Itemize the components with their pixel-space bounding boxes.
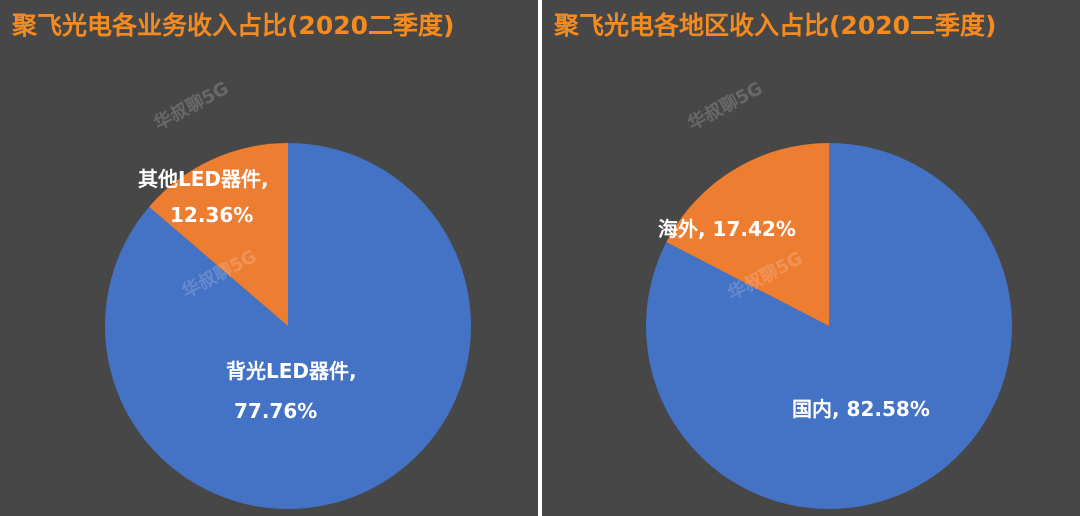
slice-value-other-led: 12.36% bbox=[170, 203, 253, 227]
slice-value-backlight-led: 77.76% bbox=[234, 399, 317, 423]
slice-label-backlight-led: 背光LED器件, bbox=[226, 359, 357, 383]
slice-other-led bbox=[149, 143, 288, 326]
region-pie-chart: 海外, 17.42% 国内, 82.58% bbox=[646, 143, 1012, 509]
slice-overseas bbox=[666, 143, 829, 326]
region-revenue-panel: 聚飞光电各地区收入占比(2020二季度) 华叔聊5G 海外, 17.42% 国内… bbox=[542, 0, 1080, 516]
chart-title: 聚飞光电各地区收入占比(2020二季度) bbox=[554, 11, 997, 40]
chart-title: 聚飞光电各业务收入占比(2020二季度) bbox=[12, 11, 455, 40]
business-revenue-panel: 聚飞光电各业务收入占比(2020二季度) 华叔聊5G 其他LED器件, 12.3… bbox=[0, 0, 538, 516]
slice-label-domestic: 国内, 82.58% bbox=[792, 397, 930, 421]
business-pie-chart: 其他LED器件, 12.36% 背光LED器件, 77.76% bbox=[104, 143, 472, 509]
slice-label-overseas: 海外, 17.42% bbox=[658, 217, 796, 241]
slice-label-other-led: 其他LED器件, bbox=[138, 167, 269, 191]
